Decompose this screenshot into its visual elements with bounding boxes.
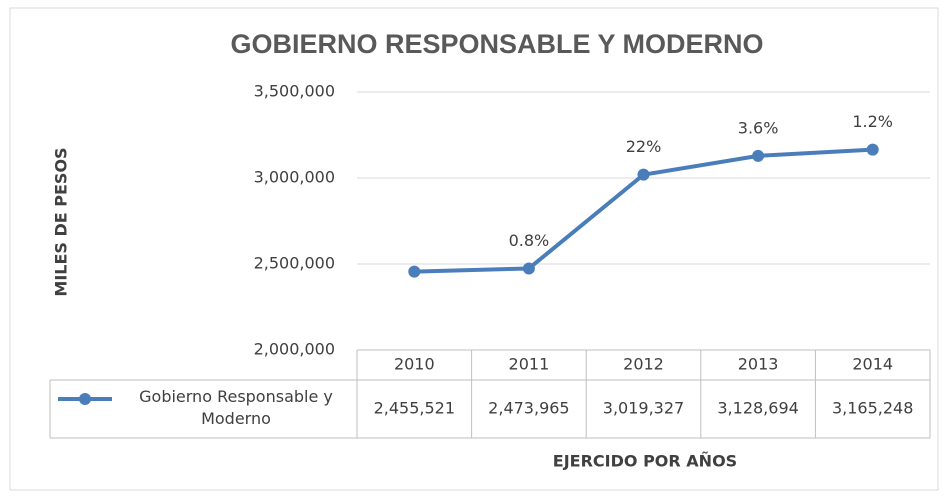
table-value: 3,019,327 [603,399,684,418]
point [752,149,765,162]
chart-border [9,7,939,491]
y-tick-label: 2,000,000 [254,340,335,359]
table-value: 2,455,521 [374,399,455,418]
y-tick-label: 2,500,000 [254,254,335,273]
y-tick-label: 3,000,000 [254,168,335,187]
point [866,143,879,156]
table-value: 3,165,248 [832,399,913,418]
annotation: 3.6% [738,118,779,137]
point [522,262,535,275]
x-tick-label: 2011 [509,355,550,374]
chart-title: GOBIERNO RESPONSABLE Y MODERNO [230,29,763,59]
x-tick-label: 2014 [852,355,893,374]
legend-label: Gobierno Responsable y Moderno [139,387,333,428]
x-tick-label: 2013 [738,355,779,374]
table-value: 3,128,694 [717,399,798,418]
table-value: 2,473,965 [488,399,569,418]
legend-box: Gobierno Responsable y Moderno [139,387,333,428]
annotation: 22% [626,137,662,156]
x-tick-label: 2010 [394,355,435,374]
point [637,168,650,181]
annotation: 1.2% [852,112,893,131]
x-axis-label: EJERCIDO POR AÑOS [553,452,737,471]
legend-marker [79,393,91,405]
point [408,265,421,278]
annotation: 0.8% [509,231,550,250]
y-tick-label: 3,500,000 [254,82,335,101]
y-axis-label: MILES DE PESOS [52,147,71,296]
x-tick-label: 2012 [623,355,664,374]
